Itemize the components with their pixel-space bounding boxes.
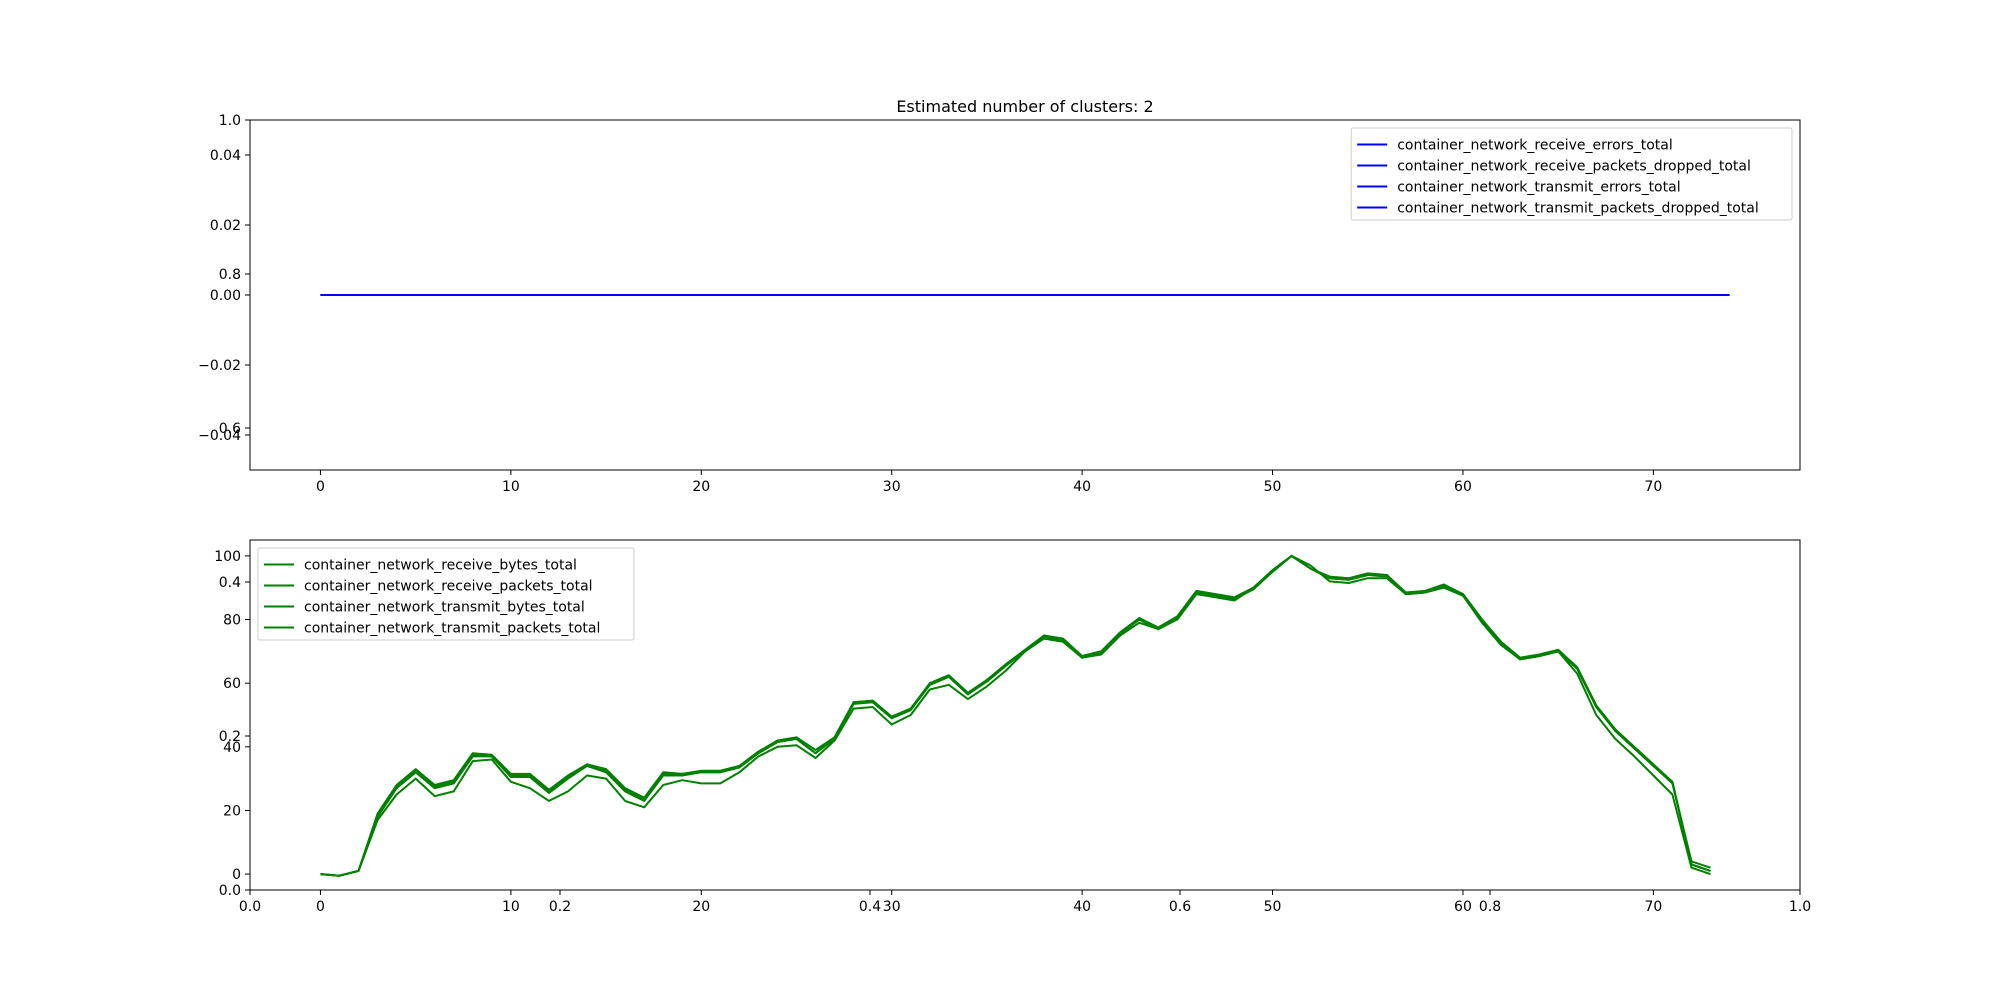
legend-label: container_network_receive_bytes_total	[304, 558, 577, 574]
y-tick-label: 100	[214, 549, 241, 565]
y-tick-label: 60	[223, 676, 241, 692]
legend-label: container_network_transmit_packets_dropp…	[1397, 201, 1759, 217]
y-tick-label: −0.04	[198, 428, 241, 444]
x-tick-label: 60	[1454, 479, 1472, 495]
legend-label: container_network_transmit_packets_total	[304, 621, 600, 637]
legend-label: container_network_receive_packets_total	[304, 579, 593, 595]
x-tick-label: 20	[692, 899, 710, 915]
bottom-legend: container_network_receive_bytes_totalcon…	[257, 547, 635, 641]
background-x-tick-label: 0.6	[1169, 899, 1191, 915]
bottom-axis-ticks: 0 10 20 30 40 50 60 70 0 20 40 60 80 100	[214, 549, 1662, 915]
x-tick-label: 50	[1264, 479, 1282, 495]
background-y-tick-label: 0.2	[219, 729, 241, 745]
chart-title: Estimated number of clusters: 2	[896, 97, 1153, 116]
legend-label: container_network_transmit_errors_total	[1397, 180, 1680, 196]
bottom-subplot: 0 10 20 30 40 50 60 70 0 20 40 60 80 100 container_ne…	[214, 539, 1801, 915]
x-tick-label: 70	[1644, 479, 1662, 495]
y-tick-label: 40	[223, 740, 241, 756]
background-y-tick-label: 0.8	[219, 267, 241, 283]
background-x-tick-label: 0.4	[859, 899, 881, 915]
x-tick-label: 60	[1454, 899, 1472, 915]
y-tick-label: −0.02	[198, 358, 241, 374]
background-y-tick-label: 1.0	[219, 113, 241, 129]
x-tick-label: 10	[502, 479, 520, 495]
y-tick-label: 80	[223, 613, 241, 629]
y-tick-label: 0	[232, 867, 241, 883]
x-tick-label: 0	[316, 899, 325, 915]
background-y-tick-label: 0.6	[219, 421, 241, 437]
y-tick-label: 0.00	[210, 288, 241, 304]
x-tick-label: 40	[1073, 479, 1091, 495]
x-tick-label: 10	[502, 899, 520, 915]
y-tick-label: 0.04	[210, 148, 241, 164]
x-tick-label: 50	[1264, 899, 1282, 915]
background-y-tick-label: 0.4	[219, 575, 241, 591]
top-subplot: 0 10 20 30 40 50 60 70 −0.04 −0.02 0.00 0.02 0.04 co…	[198, 119, 1801, 495]
legend-label: container_network_receive_packets_droppe…	[1397, 159, 1751, 175]
x-tick-label: 40	[1073, 899, 1091, 915]
background-y-tick-label: 0.0	[219, 883, 241, 899]
bottom-series-lines	[320, 554, 1711, 877]
x-tick-label: 0	[316, 479, 325, 495]
legend-label: container_network_receive_errors_total	[1397, 138, 1673, 154]
top-axis-ticks: 0 10 20 30 40 50 60 70 −0.04 −0.02 0.00 0.02 0.04	[198, 148, 1662, 495]
background-axis-frame: 0.0 0.2 0.4 0.6 0.8 1.0 0.0 0.2 0.4 0.6 0.8 1.0	[219, 113, 1811, 915]
legend-box	[257, 547, 635, 641]
x-tick-label: 70	[1644, 899, 1662, 915]
x-tick-label: 30	[883, 479, 901, 495]
series-line	[320, 554, 1711, 877]
y-tick-label: 20	[223, 803, 241, 819]
x-tick-label: 20	[692, 479, 710, 495]
background-x-tick-label: 0.2	[549, 899, 571, 915]
legend-label: container_network_transmit_bytes_total	[304, 600, 585, 616]
legend-box	[1350, 127, 1793, 221]
top-legend: container_network_receive_errors_totalco…	[1350, 127, 1793, 221]
y-tick-label: 0.02	[210, 218, 241, 234]
x-tick-label: 30	[883, 899, 901, 915]
background-x-tick-label: 1.0	[1789, 899, 1811, 915]
background-x-tick-label: 0.8	[1479, 899, 1501, 915]
background-x-tick-label: 0.0	[239, 899, 261, 915]
